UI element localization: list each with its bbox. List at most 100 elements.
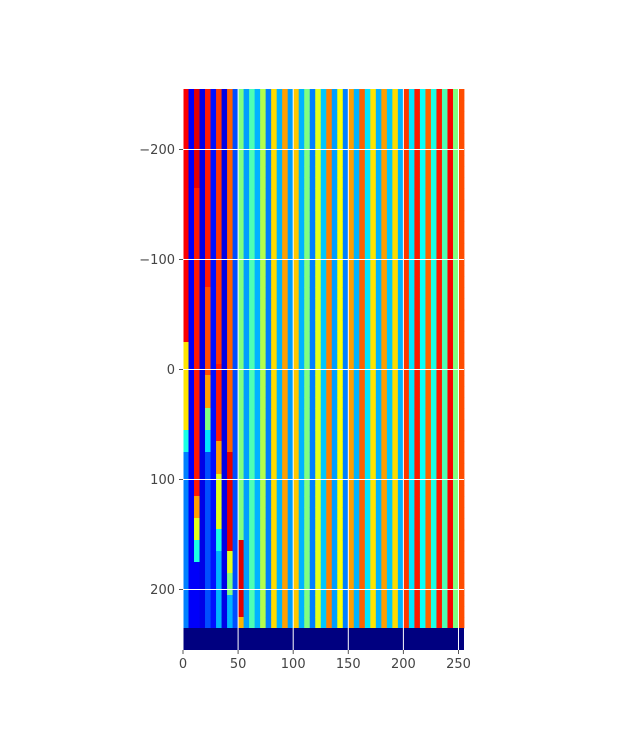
heatmap-cell — [210, 342, 217, 354]
heatmap-cell — [194, 309, 200, 321]
heatmap-cell — [375, 485, 382, 497]
heatmap-cell — [309, 353, 316, 365]
heatmap-cell — [276, 199, 283, 211]
heatmap-cell — [342, 518, 349, 530]
heatmap-cell — [315, 518, 322, 530]
heatmap-cell — [397, 540, 404, 552]
heatmap-cell — [199, 309, 206, 321]
heatmap-cell — [254, 133, 261, 145]
heatmap-cell — [293, 540, 300, 552]
heatmap-cell — [419, 210, 426, 222]
heatmap-cell — [403, 419, 410, 431]
heatmap-cell — [221, 133, 228, 145]
heatmap-cell — [238, 463, 245, 475]
heatmap-cell — [260, 298, 267, 310]
heatmap-cell — [254, 397, 261, 409]
heatmap-cell — [265, 89, 272, 101]
heatmap-cell — [370, 529, 377, 541]
heatmap-cell — [320, 265, 327, 277]
heatmap-cell — [276, 122, 283, 134]
heatmap-cell — [397, 221, 404, 233]
heatmap-cell — [282, 111, 289, 123]
heatmap-cell — [298, 155, 305, 167]
heatmap-cell — [447, 342, 454, 354]
heatmap-cell — [386, 210, 393, 222]
heatmap-cell — [414, 331, 421, 343]
heatmap-cell — [441, 100, 448, 112]
heatmap-cell — [271, 507, 278, 519]
heatmap-cell — [282, 210, 289, 222]
heatmap-cell — [304, 298, 311, 310]
heatmap-cell — [315, 353, 322, 365]
heatmap-cell — [260, 111, 267, 123]
heatmap-cell — [194, 221, 200, 233]
heatmap-cell — [260, 287, 267, 299]
heatmap-cell — [183, 529, 189, 541]
heatmap-cell — [342, 342, 349, 354]
heatmap-cell — [425, 562, 432, 574]
heatmap-cell — [392, 463, 399, 475]
heatmap-cell — [326, 408, 333, 420]
heatmap-cell — [348, 397, 355, 409]
heatmap-cell — [392, 210, 399, 222]
heatmap-cell — [276, 331, 283, 343]
y-tick-label: −100 — [139, 253, 175, 268]
heatmap-cell — [282, 188, 289, 200]
heatmap-cell — [458, 287, 465, 299]
heatmap-cell — [447, 287, 454, 299]
heatmap-cell — [419, 551, 426, 563]
heatmap-cell — [216, 540, 222, 552]
heatmap-cell — [238, 507, 245, 519]
heatmap-cell — [353, 155, 360, 167]
heatmap-cell — [458, 188, 465, 200]
heatmap-cell — [309, 155, 316, 167]
heatmap-cell — [232, 331, 239, 343]
heatmap-cell — [364, 573, 371, 585]
heatmap-cell — [403, 375, 410, 387]
heatmap-cell — [249, 485, 256, 497]
heatmap-cell — [232, 496, 239, 508]
heatmap-cell — [282, 573, 289, 585]
heatmap-cell — [298, 89, 305, 101]
heatmap-cell — [359, 441, 366, 453]
heatmap-cell — [221, 540, 228, 552]
heatmap-cell — [348, 496, 355, 508]
heatmap-cell — [392, 562, 399, 574]
heatmap-cell — [331, 287, 338, 299]
heatmap-cell — [452, 155, 459, 167]
heatmap-cell — [375, 419, 382, 431]
heatmap-cell — [452, 210, 459, 222]
heatmap-cell — [326, 375, 333, 387]
heatmap-cell — [375, 177, 382, 189]
heatmap-cell — [260, 463, 267, 475]
heatmap-cell — [452, 331, 459, 343]
heatmap-cell — [430, 408, 437, 420]
heatmap-cell — [353, 507, 360, 519]
heatmap-cell — [271, 100, 278, 112]
heatmap-cell — [293, 89, 300, 101]
heatmap-cell — [430, 232, 437, 244]
heatmap-cell — [183, 188, 189, 200]
heatmap-cell — [265, 210, 272, 222]
heatmap-cell — [458, 331, 465, 343]
heatmap-cell — [205, 595, 211, 607]
heatmap-cell — [419, 243, 426, 255]
heatmap-cell — [282, 309, 289, 321]
heatmap-cell — [282, 529, 289, 541]
heatmap-cell — [199, 155, 206, 167]
heatmap-cell — [205, 386, 211, 398]
heatmap-cell — [430, 199, 437, 211]
heatmap-cell — [403, 166, 410, 178]
heatmap-cell — [293, 507, 300, 519]
heatmap-cell — [430, 551, 437, 563]
heatmap-cell — [199, 562, 206, 574]
heatmap-cell — [408, 210, 415, 222]
heatmap-cell — [205, 265, 211, 277]
heatmap-cell — [364, 397, 371, 409]
heatmap-cell — [458, 573, 465, 585]
heatmap-cell — [425, 199, 432, 211]
heatmap-cell — [309, 606, 316, 618]
heatmap-cell — [265, 155, 272, 167]
heatmap-cell — [265, 496, 272, 508]
heatmap-cell — [359, 496, 366, 508]
